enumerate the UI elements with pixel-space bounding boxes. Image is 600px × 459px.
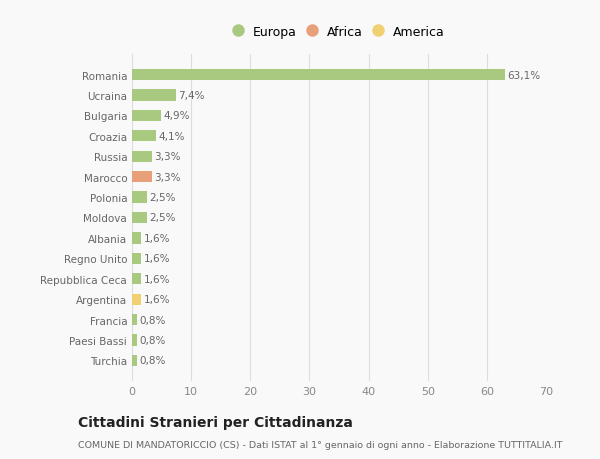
Text: 2,5%: 2,5%: [149, 193, 176, 203]
Bar: [132, 294, 142, 305]
Text: 1,6%: 1,6%: [144, 254, 170, 264]
Bar: [132, 131, 156, 142]
Text: 2,5%: 2,5%: [149, 213, 176, 223]
Text: 3,3%: 3,3%: [154, 152, 181, 162]
Bar: [132, 274, 142, 285]
Bar: [132, 151, 152, 162]
Text: Cittadini Stranieri per Cittadinanza: Cittadini Stranieri per Cittadinanza: [78, 415, 353, 429]
Text: 1,6%: 1,6%: [144, 233, 170, 243]
Text: 4,1%: 4,1%: [158, 132, 185, 141]
Bar: [132, 314, 137, 325]
Text: 7,4%: 7,4%: [178, 91, 205, 101]
Bar: [132, 233, 142, 244]
Text: 63,1%: 63,1%: [508, 71, 541, 80]
Legend: Europa, Africa, America: Europa, Africa, America: [229, 22, 449, 43]
Bar: [132, 213, 147, 224]
Text: 1,6%: 1,6%: [144, 274, 170, 284]
Text: 0,8%: 0,8%: [139, 356, 166, 365]
Bar: [132, 192, 147, 203]
Text: 0,8%: 0,8%: [139, 315, 166, 325]
Text: COMUNE DI MANDATORICCIO (CS) - Dati ISTAT al 1° gennaio di ogni anno - Elaborazi: COMUNE DI MANDATORICCIO (CS) - Dati ISTA…: [78, 441, 563, 449]
Bar: [132, 253, 142, 264]
Bar: [132, 111, 161, 122]
Text: 3,3%: 3,3%: [154, 172, 181, 182]
Bar: [132, 90, 176, 101]
Bar: [132, 172, 152, 183]
Text: 4,9%: 4,9%: [163, 111, 190, 121]
Bar: [132, 335, 137, 346]
Bar: [132, 355, 137, 366]
Text: 0,8%: 0,8%: [139, 335, 166, 345]
Text: 1,6%: 1,6%: [144, 295, 170, 304]
Bar: [132, 70, 505, 81]
